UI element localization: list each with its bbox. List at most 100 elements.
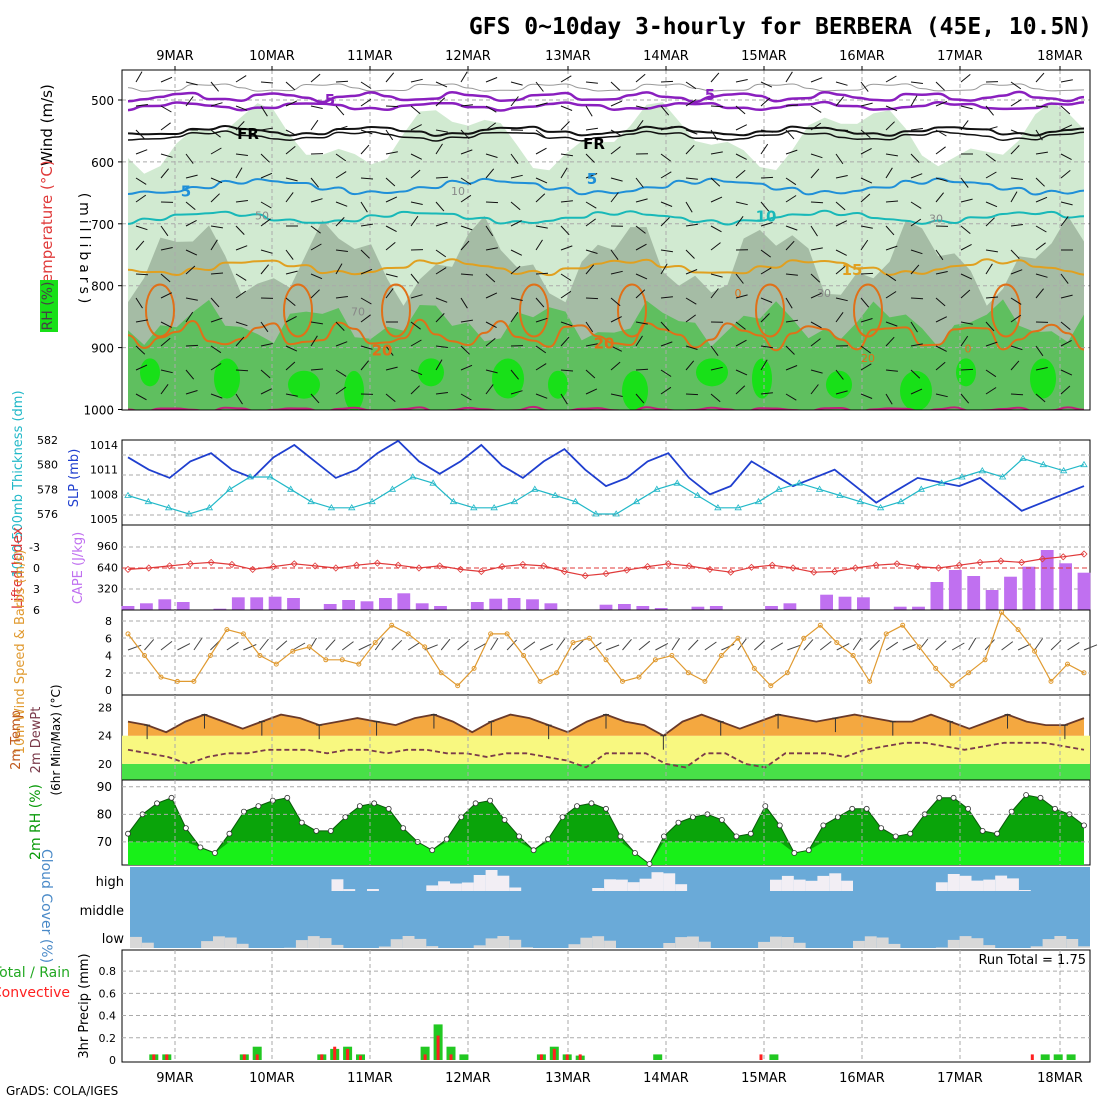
upper-barb-14-9 <box>485 292 498 299</box>
rh2m-panel: 2m RH (%) 70 80 90 <box>28 779 1091 867</box>
wind10-speed-line <box>127 611 1085 687</box>
contour-warm-loop-5 <box>755 283 785 338</box>
upper-barb-29-11 <box>860 345 871 354</box>
upper-barb-28-9 <box>835 297 848 302</box>
wind-ms-label: Wind (m/s) <box>38 84 56 166</box>
upper-barb-33-0 <box>960 74 971 83</box>
upper-barb-10-4 <box>385 177 396 187</box>
precip-tick-0.6: 0.6 <box>99 987 117 1000</box>
temp-tick-24: 24 <box>98 730 112 743</box>
top-date-9MAR: 9MAR <box>156 49 193 64</box>
upper-barb-24-12 <box>735 369 748 376</box>
upper-barb-35-13 <box>1010 393 1024 396</box>
contour-label-0: 5 <box>325 91 335 109</box>
upper-barb-25-6 <box>760 222 773 227</box>
upper-barb-16-6 <box>535 225 548 229</box>
upper-barb-15-6 <box>510 220 522 227</box>
cape-bar-11 <box>323 604 337 610</box>
precip-convective-bar-3 <box>165 1054 169 1060</box>
upper-barb-8-7 <box>335 249 348 252</box>
wind10-barb-13 <box>341 641 354 651</box>
upper-barb-10-0 <box>385 72 395 83</box>
wind10-barb-24 <box>523 641 536 651</box>
cloud-low-25 <box>426 946 439 948</box>
wind10-barb-18 <box>424 644 438 651</box>
upper-barb-30-13 <box>885 393 893 405</box>
upper-barb-24-2 <box>735 124 748 131</box>
cape-bar-17 <box>434 606 447 610</box>
precip-convective-bar-25 <box>449 1054 453 1060</box>
cape-bar-28 <box>636 606 650 610</box>
cloud-high-57 <box>805 880 818 891</box>
upper-barb-31-11 <box>910 343 923 347</box>
thickness-point-28 <box>693 491 702 498</box>
upper-barb-11-12 <box>410 369 423 376</box>
upper-barb-33-11 <box>960 335 969 347</box>
rh2m-tick-80: 80 <box>97 807 112 821</box>
cloud-low-40 <box>604 940 616 948</box>
cloud-low-38 <box>580 937 593 948</box>
upper-barb-23-1 <box>710 105 724 108</box>
wind10-point-53 <box>999 609 1005 615</box>
slp-tick-1011: 1011 <box>90 464 118 477</box>
rh2m-point-3 <box>168 794 175 801</box>
upper-barb-1-6 <box>160 225 169 237</box>
contour-temp-20 <box>127 318 1085 352</box>
upper-barb-7-5 <box>310 198 323 203</box>
upper-barb-20-2 <box>635 120 644 131</box>
rh2m-point-59 <box>979 828 986 834</box>
upper-barb-16-12 <box>535 363 547 371</box>
rh2m-point-29 <box>545 836 551 843</box>
upper-barb-22-7 <box>685 249 695 259</box>
upper-barb-17-12 <box>560 369 574 372</box>
upper-barb-5-12 <box>260 369 271 379</box>
upper-barb-12-5 <box>435 201 445 212</box>
wind10-barb-23 <box>506 639 518 651</box>
upper-barb-4-5 <box>235 200 248 203</box>
upper-barb-12-2 <box>435 129 448 133</box>
upper-barb-10-6 <box>385 225 397 233</box>
rh-label: RH (%) <box>40 282 56 331</box>
thickness-point-30 <box>734 504 742 511</box>
upper-barb-23-4 <box>710 177 721 187</box>
upper-barb-5-2 <box>260 127 273 131</box>
cape-bar-2 <box>158 599 172 610</box>
thickness-line <box>127 457 1085 515</box>
upper-barb-21-3 <box>660 153 671 162</box>
lifted-point-17 <box>477 567 485 576</box>
upper-barb-20-13 <box>635 393 645 404</box>
upper-barb-13-4 <box>460 177 472 185</box>
wind10-point-49 <box>933 665 939 671</box>
cloud-low-21 <box>378 946 391 948</box>
thickness-point-20 <box>531 485 539 492</box>
cape-bar-6 <box>231 597 245 610</box>
upper-barb-2-3 <box>185 153 194 164</box>
rh2m-point-14 <box>327 828 334 834</box>
upper-barb-21-8 <box>660 263 668 275</box>
upper-barb-30-12 <box>885 369 898 372</box>
upper-barb-26-13 <box>785 393 797 401</box>
upper-barb-3-7 <box>210 239 218 251</box>
slp-thickness-panel: 1000-500mb Thickness (dm) SLP (mb) 576 57… <box>11 390 1091 578</box>
temp-band-green <box>122 763 1090 780</box>
upper-barb-35-4 <box>1010 177 1023 180</box>
cape-bar-5 <box>213 608 227 610</box>
precip-convective-bar-18 <box>359 1055 362 1060</box>
upper-barb-18-10 <box>585 321 594 333</box>
upper-barb-33-4 <box>960 177 969 188</box>
cloud-high-41 <box>615 879 628 891</box>
slp-tick-1005: 1005 <box>90 513 118 526</box>
upper-barb-37-8 <box>1060 273 1069 284</box>
rh-bright-patch-9 <box>752 358 772 399</box>
upper-barb-25-1 <box>760 97 771 107</box>
lifted-point-42 <box>997 557 1005 565</box>
precip-label: 3hr Precip (mm) <box>77 953 92 1058</box>
upper-barb-4-6 <box>235 225 245 235</box>
upper-barb-2-4 <box>185 174 198 179</box>
wind10-point-29 <box>603 657 609 663</box>
upper-barb-4-4 <box>235 167 243 179</box>
cloud-high-30 <box>485 870 498 891</box>
wind10-point-56 <box>1048 678 1054 684</box>
lifted-point-31 <box>768 561 776 569</box>
upper-barb-24-6 <box>735 216 744 227</box>
